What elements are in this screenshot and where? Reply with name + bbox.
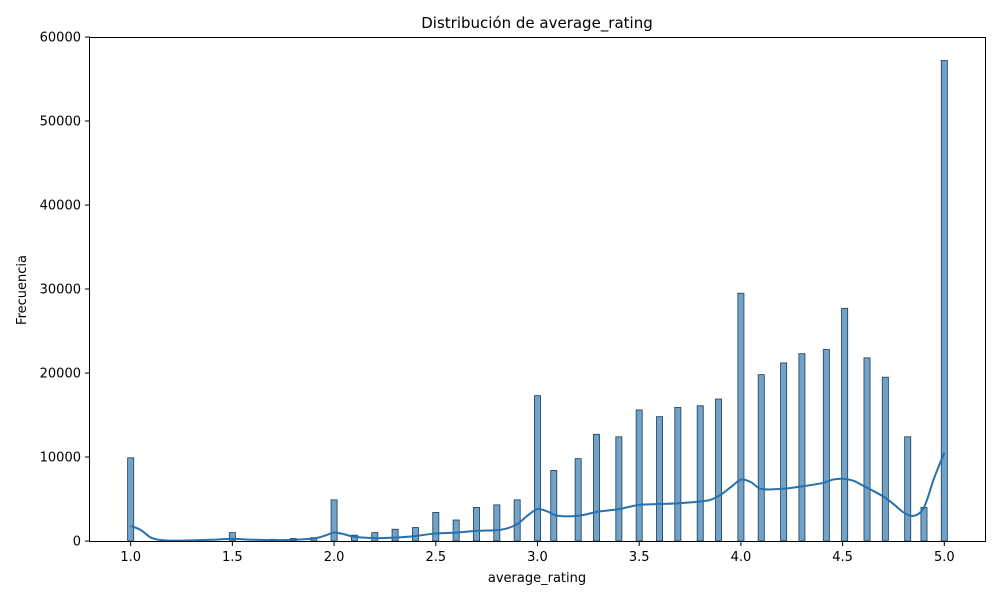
y-tick-label: 10000 (40, 451, 81, 466)
histogram-bar (696, 405, 704, 542)
histogram-bar (473, 506, 480, 542)
histogram-bar (574, 458, 582, 542)
histogram-bar (822, 349, 830, 542)
y-tick-label: 0 (73, 535, 81, 550)
x-axis-ticks: 1.0 1.5 2.0 2.5 3.0 3.5 4.0 4.5 5.0 (120, 541, 955, 565)
y-tick-label: 60000 (40, 31, 81, 46)
y-tick-label: 50000 (40, 115, 81, 130)
histogram-bar (550, 470, 558, 542)
histogram-bar (615, 436, 623, 542)
y-axis-ticks: 0 10000 20000 30000 40000 50000 60000 (40, 31, 90, 550)
histogram-bar (737, 292, 745, 542)
histogram-bar (635, 409, 643, 542)
histogram-bar (841, 307, 849, 542)
histogram-bar (513, 499, 521, 542)
y-tick-label: 30000 (40, 283, 81, 298)
x-tick-label: 1.0 (120, 550, 141, 565)
y-tick-label: 40000 (40, 199, 81, 214)
x-tick-label: 5.0 (934, 550, 955, 565)
histogram-bar (904, 436, 912, 542)
histogram-bar (391, 528, 399, 542)
histogram-bar (757, 374, 765, 542)
histogram-bar (330, 499, 338, 542)
histogram-bar (534, 395, 541, 542)
x-tick-label: 4.0 (731, 550, 752, 565)
histogram-bar (432, 512, 440, 542)
histogram-bar (780, 362, 788, 542)
x-axis-label: average_rating (488, 571, 586, 586)
x-tick-label: 1.5 (222, 550, 243, 565)
histogram-bar (371, 532, 379, 542)
histogram-bar (656, 416, 663, 542)
x-tick-label: 3.5 (629, 550, 650, 565)
x-tick-label: 3.0 (527, 550, 548, 565)
chart-title: Distribución de average_rating (421, 14, 653, 33)
y-tick-label: 20000 (40, 367, 81, 382)
x-tick-label: 2.0 (324, 550, 345, 565)
histogram-bars (127, 60, 948, 542)
histogram-bar (940, 60, 948, 542)
histogram-bar (881, 376, 889, 542)
y-axis-label: Frecuencia (15, 255, 30, 325)
histogram-bar (127, 457, 135, 542)
histogram-bar (452, 519, 460, 542)
histogram-bar (674, 407, 682, 542)
histogram-bar (863, 357, 871, 542)
histogram-bar (920, 506, 928, 542)
histogram-bar (593, 433, 600, 542)
kde-curve (130, 452, 946, 542)
histogram-bar (798, 353, 806, 542)
x-tick-label: 4.5 (832, 550, 853, 565)
histogram-bar (411, 527, 419, 542)
histogram-bar (493, 504, 501, 542)
x-tick-label: 2.5 (425, 550, 446, 565)
histogram-bar (715, 398, 722, 542)
